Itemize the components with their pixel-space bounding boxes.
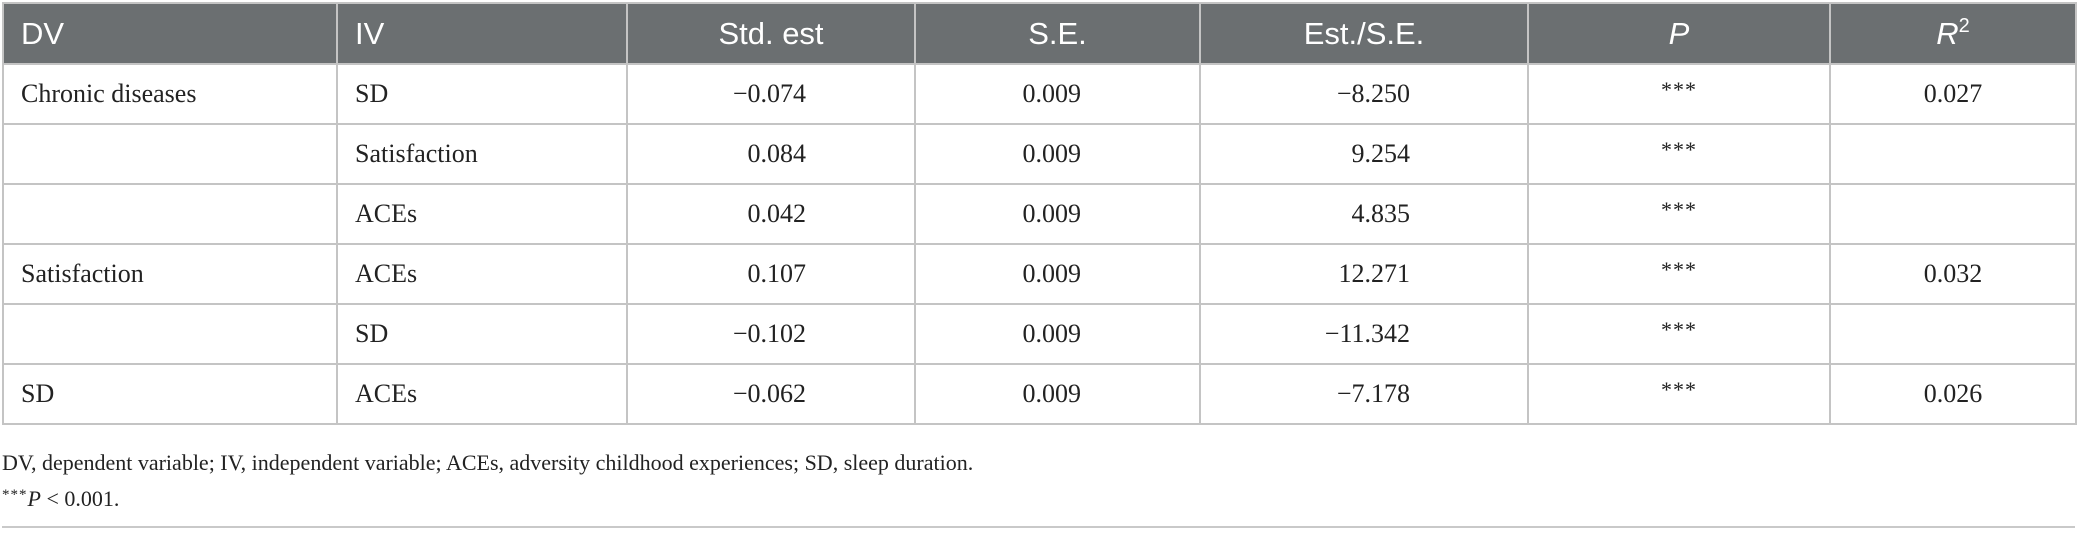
- regression-results-table: DV IV Std. est S.E. Est./S.E. P R2 Chron…: [2, 2, 2077, 425]
- cell-iv: SD: [336, 303, 628, 365]
- cell-std-est: 0.107: [626, 243, 916, 305]
- table-row: SD −0.102 0.009 −11.342 ***: [2, 303, 2077, 365]
- header-se: S.E.: [914, 2, 1201, 65]
- table-row: Satisfaction ACEs 0.107 0.009 12.271 *** 0.032: [2, 243, 2077, 305]
- cell-dv: [2, 123, 338, 185]
- header-r2-base: R: [1936, 15, 1959, 51]
- cell-iv: ACEs: [336, 363, 628, 425]
- cell-r2: 0.032: [1829, 243, 2077, 305]
- cell-dv: Satisfaction: [2, 243, 338, 305]
- cell-se: 0.009: [914, 63, 1201, 125]
- cell-se: 0.009: [914, 363, 1201, 425]
- header-p: P: [1527, 2, 1831, 65]
- cell-std-est: 0.084: [626, 123, 916, 185]
- cell-dv: Chronic diseases: [2, 63, 338, 125]
- cell-iv: ACEs: [336, 243, 628, 305]
- table-row: SD ACEs −0.062 0.009 −7.178 *** 0.026: [2, 363, 2077, 425]
- cell-dv: [2, 303, 338, 365]
- cell-std-est: −0.102: [626, 303, 916, 365]
- significance-stars: ***: [1661, 197, 1697, 222]
- cell-r2: [1829, 183, 2077, 245]
- header-r2-superscript: 2: [1958, 14, 1970, 37]
- cell-iv: Satisfaction: [336, 123, 628, 185]
- cell-p: ***: [1527, 303, 1831, 365]
- cell-se: 0.009: [914, 243, 1201, 305]
- cell-se: 0.009: [914, 183, 1201, 245]
- cell-p: ***: [1527, 63, 1831, 125]
- footnote-significance: ***P < 0.001.: [2, 486, 119, 512]
- cell-p: ***: [1527, 123, 1831, 185]
- cell-est-se: 4.835: [1199, 183, 1529, 245]
- significance-stars: ***: [1661, 317, 1697, 342]
- significance-stars: ***: [1661, 377, 1697, 402]
- significance-stars: ***: [1661, 77, 1697, 102]
- bottom-rule: [2, 526, 2075, 528]
- results-table-container: DV IV Std. est S.E. Est./S.E. P R2 Chron…: [2, 2, 2077, 425]
- table-row: Satisfaction 0.084 0.009 9.254 ***: [2, 123, 2077, 185]
- cell-r2: 0.026: [1829, 363, 2077, 425]
- cell-est-se: 9.254: [1199, 123, 1529, 185]
- footnote-sig-threshold: < 0.001.: [40, 486, 120, 511]
- header-std-est: Std. est: [626, 2, 916, 65]
- header-iv: IV: [336, 2, 628, 65]
- footnote-sig-p: P: [27, 486, 41, 511]
- table-row: Chronic diseases SD −0.074 0.009 −8.250 *** 0.…: [2, 63, 2077, 125]
- footnote-sig-stars: ***: [2, 487, 28, 503]
- table-row: ACEs 0.042 0.009 4.835 ***: [2, 183, 2077, 245]
- cell-std-est: −0.074: [626, 63, 916, 125]
- cell-r2: 0.027: [1829, 63, 2077, 125]
- cell-est-se: 12.271: [1199, 243, 1529, 305]
- cell-p: ***: [1527, 363, 1831, 425]
- cell-p: ***: [1527, 183, 1831, 245]
- cell-p: ***: [1527, 243, 1831, 305]
- cell-r2: [1829, 123, 2077, 185]
- header-dv: DV: [2, 2, 338, 65]
- cell-std-est: −0.062: [626, 363, 916, 425]
- cell-est-se: −11.342: [1199, 303, 1529, 365]
- cell-dv: [2, 183, 338, 245]
- cell-dv: SD: [2, 363, 338, 425]
- cell-r2: [1829, 303, 2077, 365]
- footnote-abbreviations: DV, dependent variable; IV, independent …: [2, 450, 974, 475]
- significance-stars: ***: [1661, 137, 1697, 162]
- significance-stars: ***: [1661, 257, 1697, 282]
- cell-iv: ACEs: [336, 183, 628, 245]
- cell-se: 0.009: [914, 123, 1201, 185]
- cell-se: 0.009: [914, 303, 1201, 365]
- cell-est-se: −8.250: [1199, 63, 1529, 125]
- header-est-se: Est./S.E.: [1199, 2, 1529, 65]
- cell-est-se: −7.178: [1199, 363, 1529, 425]
- cell-iv: SD: [336, 63, 628, 125]
- header-row: DV IV Std. est S.E. Est./S.E. P R2: [2, 2, 2077, 65]
- cell-std-est: 0.042: [626, 183, 916, 245]
- table-body: Chronic diseases SD −0.074 0.009 −8.250 *** 0.…: [2, 63, 2077, 425]
- header-r2: R2: [1829, 2, 2077, 65]
